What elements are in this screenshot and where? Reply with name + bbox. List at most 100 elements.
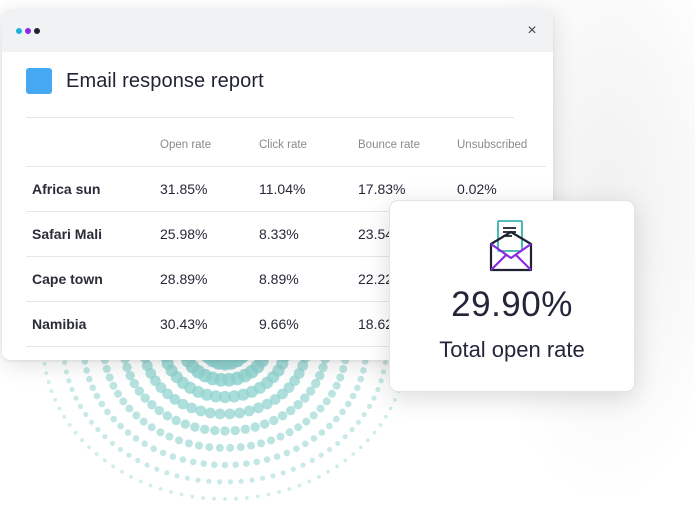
decorative-dot [156,428,165,437]
decorative-dot [176,376,190,389]
decorative-dot [184,381,197,394]
decorative-dot [277,388,288,400]
decorative-dot [253,458,261,466]
decorative-dot [307,479,312,484]
window-dot-purple[interactable] [25,28,31,34]
decorative-dot [88,419,95,425]
decorative-dot [283,382,295,393]
decorative-dot [293,400,303,410]
decorative-dot [344,400,352,408]
decorative-dot [302,440,309,448]
decorative-dot [129,378,139,389]
decorative-dot [145,368,157,379]
decorative-dot [66,378,72,384]
decorative-dot [257,439,266,448]
decorative-dot [125,404,134,413]
row-name: Cape town [26,255,160,301]
decorative-dot [62,414,67,419]
decorative-dot [147,400,157,410]
decorative-dot [287,487,292,491]
decorative-dot [120,469,124,474]
decorative-dot [339,365,348,373]
decorative-dot [110,415,117,423]
decorative-dot [67,423,72,427]
decorative-dot [158,487,163,491]
open-envelope-icon [489,220,533,272]
decorative-dot [170,371,183,384]
decorative-dot [144,462,150,468]
report-header: Email response report [26,68,264,94]
decorative-dot [260,376,274,389]
decorative-dot [69,386,75,393]
decorative-dot [280,470,286,476]
decorative-dot [243,405,255,417]
column-header-open-rate: Open rate [160,138,212,151]
decorative-dot [126,452,132,458]
decorative-dot [310,435,318,442]
decorative-dot [221,461,229,469]
decorative-dot [132,411,141,420]
window-dot-dark[interactable] [34,28,40,34]
decorative-dot [102,365,111,373]
decorative-dot [164,470,170,476]
decorative-dot [109,381,118,390]
decorative-dot [209,390,222,403]
decorative-dot [73,395,79,401]
decorative-dot [147,423,156,432]
decorative-dot [361,411,367,418]
decorative-dot [114,389,122,398]
decorative-dot [184,475,190,481]
row-name: Africa sun [26,165,160,211]
decorative-dot [135,457,141,463]
decorative-dot [306,386,316,396]
decorative-dot [89,384,96,392]
decorative-dot [62,360,68,366]
decorative-dot [94,452,99,456]
decorative-dot [382,360,388,366]
decorative-dot [277,490,281,494]
decorative-dot [154,466,160,472]
decorative-dot [322,397,331,406]
decorative-dot [189,458,197,466]
decorative-dot [169,394,181,405]
decorative-dot [191,364,206,379]
decorative-dot [366,438,370,443]
decorative-dot [226,443,235,452]
decorative-dot [326,469,330,474]
decorative-dot [138,479,143,484]
total-open-rate-value: 29.90% [451,285,573,324]
open-rate-summary-card: 29.90% Total open rate [389,200,635,392]
decorative-dot [351,452,356,456]
decorative-dot [162,388,173,400]
column-header-bounce-rate: Bounce rate [358,138,421,151]
decorative-dot [159,449,167,457]
decorative-dot [342,434,348,440]
decorative-dot [375,386,381,393]
decorative-dot [195,405,207,417]
decorative-dot [210,425,220,436]
decorative-dot [53,398,58,402]
decorative-dot [200,424,210,434]
decorative-dot [318,362,328,373]
row-name: Namibia [26,300,160,347]
decorative-dot [354,384,361,392]
window-dot-cyan[interactable] [16,28,22,34]
decorative-dot [243,460,250,467]
decorative-dot [333,415,340,423]
decorative-dot [223,497,227,501]
decorative-dot [359,445,363,450]
decorative-dot [220,426,230,436]
decorative-dot [140,393,150,403]
decorative-dot [336,373,345,382]
decorative-dot [240,424,250,434]
close-icon[interactable]: × [527,22,537,39]
decorative-dot [244,364,259,379]
decorative-dot [383,414,388,419]
open-rate-cell: 28.89% [160,255,259,301]
decorative-dot [343,458,348,463]
decorative-dot [204,407,216,419]
decorative-dot [253,402,264,414]
decorative-dot [169,453,177,460]
decorative-dot [238,368,252,383]
decorative-dot [245,496,249,500]
